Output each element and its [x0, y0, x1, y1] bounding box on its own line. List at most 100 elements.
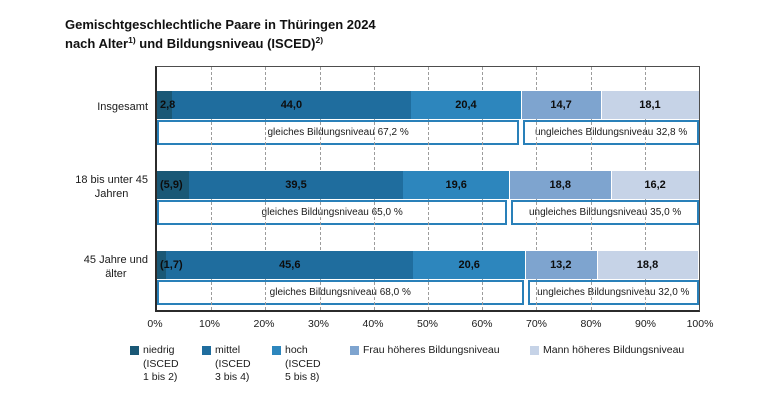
legend-label: hoch (ISCED 5 bis 8): [285, 344, 321, 385]
legend-item: niedrig (ISCED 1 bis 2): [130, 344, 179, 385]
legend-label-line: 5 bis 8): [285, 371, 320, 383]
legend-swatch-icon: [272, 346, 281, 355]
annotation-text-ungleiches: ungleiches Bildungsniveau 32,8 %: [534, 127, 688, 138]
legend-swatch-icon: [350, 346, 359, 355]
bar-value-label: 13,2: [550, 259, 572, 271]
bar-value-label: (1,7): [160, 259, 183, 271]
category-label: 45 Jahre und älter: [84, 253, 148, 281]
category-label-line: Insgesamt: [97, 101, 148, 113]
chart-title-line1: Gemischtgeschlechtliche Paare in Thüring…: [65, 15, 376, 34]
legend-item: Frau höheres Bildungsniveau: [350, 344, 500, 358]
footnote-marker-2: 2): [315, 35, 324, 45]
legend-label: niedrig (ISCED 1 bis 2): [143, 344, 179, 385]
x-tick-label: 70%: [525, 318, 548, 330]
legend-swatch-icon: [130, 346, 139, 355]
bar-segment: [166, 251, 414, 279]
x-tick-label: 90%: [634, 318, 657, 330]
legend-label-line: hoch: [285, 344, 308, 356]
x-tick-label: 100%: [686, 318, 714, 330]
bar-segment: [157, 171, 189, 199]
annotation-text-gleiches: gleiches Bildungsniveau 67,2 %: [267, 127, 409, 138]
x-tick-label: 60%: [471, 318, 493, 330]
annotation-box-ungleiches: ungleiches Bildungsniveau 32,8 %: [523, 120, 699, 145]
legend-label-line: mittel: [215, 344, 241, 356]
chart-title: Gemischtgeschlechtliche Paare in Thüring…: [65, 15, 376, 55]
category-label: Insgesamt: [97, 100, 148, 114]
bar-segment: [188, 171, 404, 199]
bar-segment: [157, 91, 173, 119]
legend-label-line: (ISCED: [285, 357, 321, 370]
bar-value-label: 14,7: [550, 99, 572, 111]
bar-segment: [611, 171, 699, 199]
x-tick-label: 20%: [253, 318, 275, 330]
annotation-text-ungleiches: ungleiches Bildungsniveau 35,0 %: [528, 207, 682, 218]
footnote-marker-1: 1): [128, 35, 136, 45]
bar-value-label: 18,8: [549, 179, 571, 191]
legend-label: Frau höheres Bildungsniveau: [363, 344, 500, 358]
legend-label-line: (ISCED: [215, 357, 251, 370]
category-label: 18 bis unter 45 Jahren: [75, 173, 148, 201]
chart-title-line1-text: Gemischtgeschlechtliche Paare in Thüring…: [65, 17, 376, 32]
annotation-text-ungleiches: ungleiches Bildungsniveau 32,0 %: [537, 287, 690, 298]
legend-label-line: Frau höheres Bildungsniveau: [363, 344, 500, 356]
x-tick-label: 10%: [198, 318, 221, 330]
bar-value-label: 18,8: [636, 259, 659, 271]
annotation-box-gleiches: gleiches Bildungsniveau 65,0 %: [157, 200, 508, 225]
x-tick-label: 50%: [416, 318, 439, 330]
bar-row: [157, 171, 699, 199]
bar-value-label: 20,4: [455, 99, 477, 111]
bar-value-label: (5,9): [160, 179, 183, 191]
legend-label: Mann höheres Bildungsniveau: [543, 344, 684, 358]
legend-label-line: 1 bis 2): [143, 371, 178, 383]
annotation-box-ungleiches: ungleiches Bildungsniveau 35,0 %: [511, 200, 699, 225]
bar-row: [157, 91, 699, 119]
bar-segment: [521, 91, 601, 119]
annotation-box-gleiches: gleiches Bildungsniveau 67,2 %: [157, 120, 520, 145]
legend-label: mittel (ISCED 3 bis 4): [215, 344, 251, 385]
bar-segment: [596, 251, 699, 279]
bar-segment: [403, 171, 510, 199]
x-tick-label: 80%: [580, 318, 602, 330]
category-label-line: 45 Jahre und: [83, 254, 148, 266]
x-tick-label: 0%: [147, 318, 163, 330]
bar-value-label: 45,6: [279, 259, 301, 271]
bar-segment: [410, 91, 522, 119]
annotation-text-gleiches: gleiches Bildungsniveau 65,0 %: [261, 207, 403, 218]
legend-item: mittel (ISCED 3 bis 4): [202, 344, 251, 385]
chart-title-line2-text2: und Bildungsniveau (ISCED): [135, 36, 316, 51]
plot-area: gleiches Bildungsniveau 67,2 % ungleiches…: [155, 66, 700, 312]
bar-value-label: 44,0: [280, 99, 303, 111]
bar-value-label: 39,5: [285, 179, 307, 191]
x-tick-label: 40%: [362, 318, 384, 330]
x-tick-label: 30%: [307, 318, 330, 330]
bar-value-label: 19,6: [445, 179, 467, 191]
bar-segment: [157, 251, 167, 279]
bar-value-label: 20,6: [458, 259, 480, 271]
category-label-line: älter: [105, 268, 127, 280]
legend-label-line: 3 bis 4): [215, 371, 250, 383]
bar-value-label: 16,2: [644, 179, 666, 191]
legend-item: Mann höheres Bildungsniveau: [530, 344, 684, 358]
legend-item: hoch (ISCED 5 bis 8): [272, 344, 321, 385]
bar-segment: [413, 251, 525, 279]
bar-value-label: 2,8: [160, 99, 176, 111]
bar-segment: [524, 251, 597, 279]
category-label-line: 18 bis unter 45: [75, 174, 148, 186]
legend-label-line: niedrig: [143, 344, 175, 356]
annotation-box-ungleiches: ungleiches Bildungsniveau 32,0 %: [527, 280, 699, 305]
bar-segment: [172, 91, 411, 119]
legend-swatch-icon: [530, 346, 539, 355]
bar-value-label: 18,1: [639, 99, 661, 111]
bar-segment: [509, 171, 612, 199]
annotation-text-gleiches: gleiches Bildungsniveau 68,0 %: [269, 287, 411, 298]
legend-label-line: Mann höheres Bildungsniveau: [543, 344, 685, 356]
legend-swatch-icon: [202, 346, 211, 355]
chart-title-line2-text: nach Alter: [65, 36, 129, 51]
annotation-box-gleiches: gleiches Bildungsniveau 68,0 %: [157, 280, 524, 305]
bar-row: [157, 251, 699, 279]
bar-segment: [600, 91, 699, 119]
category-label-line: Jahren: [94, 188, 129, 200]
chart-title-line2: nach Alter1) und Bildungsniveau (ISCED)2…: [65, 34, 376, 55]
legend-label-line: (ISCED: [143, 357, 179, 370]
